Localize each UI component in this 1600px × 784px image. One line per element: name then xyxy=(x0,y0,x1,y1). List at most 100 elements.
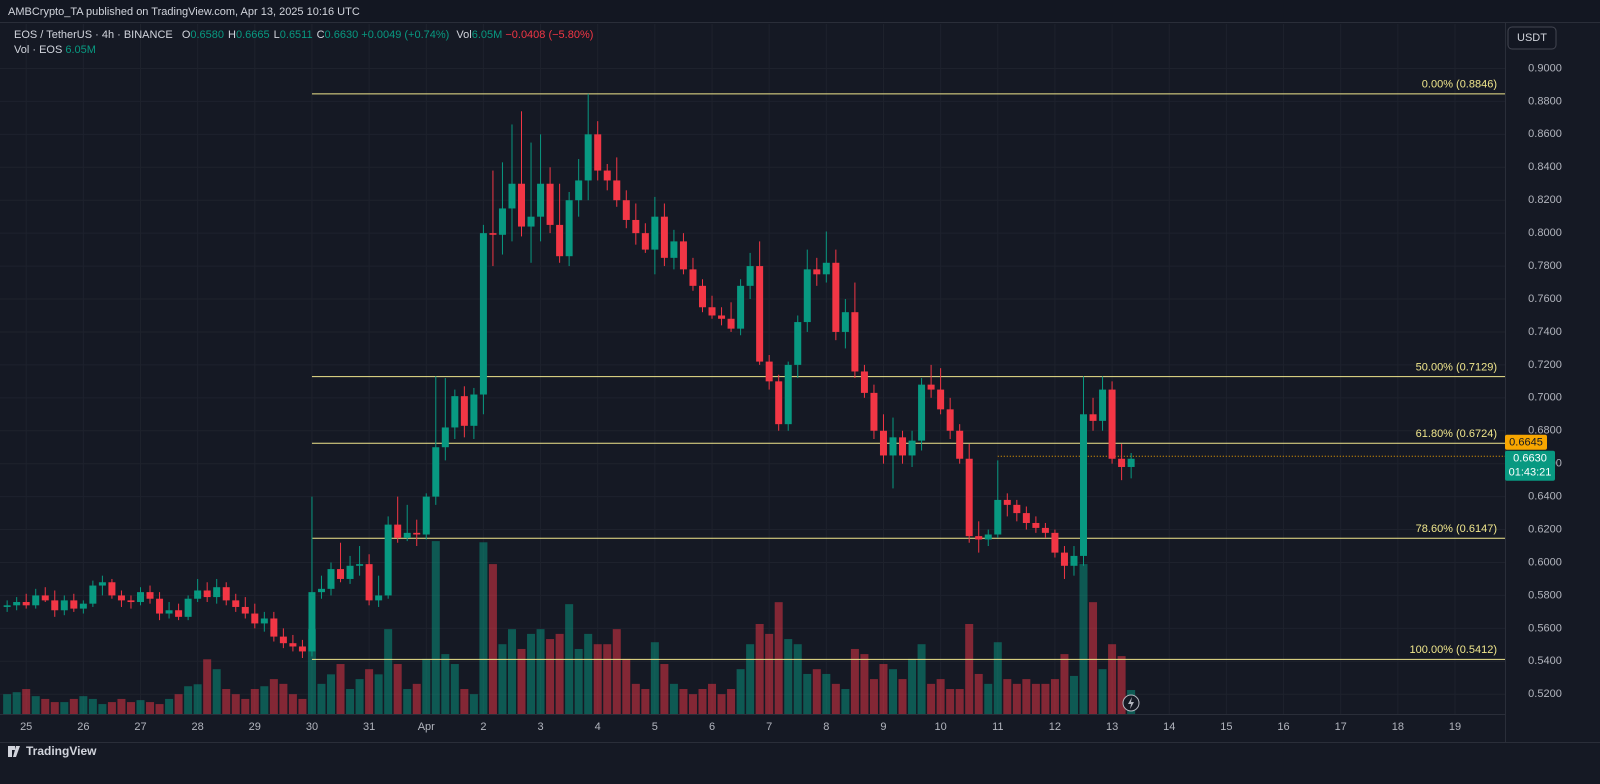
candle-body xyxy=(518,183,526,227)
x-tick-label: 11 xyxy=(992,721,1003,733)
volume-bar xyxy=(384,629,393,714)
candle-body xyxy=(165,610,173,614)
candle-body xyxy=(222,587,230,601)
candle-body xyxy=(1003,499,1011,505)
volume-bar xyxy=(803,673,812,714)
y-tick-label: 0.5200 xyxy=(1528,688,1562,700)
candle-body xyxy=(1127,458,1135,467)
volume-bar xyxy=(365,669,374,714)
vol-row-key: Vol · EOS xyxy=(14,44,63,56)
volume-bar xyxy=(784,639,793,714)
candle-body xyxy=(441,427,449,448)
volume-bar xyxy=(126,702,135,714)
last-price-tag xyxy=(1505,450,1555,481)
candle-body xyxy=(337,569,345,579)
volume-bar xyxy=(793,644,802,714)
candle-body xyxy=(927,384,935,390)
x-tick-label: 9 xyxy=(880,721,886,733)
candle-body xyxy=(670,241,678,258)
candle-body xyxy=(375,595,383,601)
candle-body xyxy=(965,458,973,537)
y-tick-label: 0.7800 xyxy=(1528,260,1562,272)
candle-body xyxy=(203,590,211,598)
volume-bar xyxy=(1079,564,1088,714)
x-tick-label: 31 xyxy=(363,721,375,733)
ohlc-key: C xyxy=(316,29,325,41)
volume-bar xyxy=(165,698,174,714)
x-tick-label: 28 xyxy=(192,721,204,733)
volume-bar xyxy=(498,644,507,714)
fib-label: 78.60% (0.6147) xyxy=(1416,523,1497,535)
ohlc-value: 0.6665 xyxy=(235,29,270,41)
volume-bar xyxy=(98,704,107,714)
volume-bar xyxy=(812,669,821,714)
volume-bar xyxy=(993,642,1002,714)
volume-bar xyxy=(374,674,383,714)
volume-bar xyxy=(1003,679,1012,714)
volume-bar xyxy=(441,654,450,714)
candle-body xyxy=(479,233,487,395)
volume-bar xyxy=(688,694,697,714)
volume-bar xyxy=(460,689,469,714)
volume-bar xyxy=(660,664,669,714)
candle-body xyxy=(879,430,887,456)
volume-bar xyxy=(1022,679,1031,714)
candle-body xyxy=(289,643,297,647)
volume-bar xyxy=(269,679,278,714)
candle-body xyxy=(1060,552,1068,566)
y-tick-label: 0.8200 xyxy=(1528,194,1562,206)
x-tick-label: 7 xyxy=(766,721,772,733)
candle-body xyxy=(527,216,535,227)
volume-bar xyxy=(1069,675,1078,714)
volume-bar xyxy=(527,633,536,714)
volume-bar xyxy=(917,644,926,714)
candle-body xyxy=(79,603,87,609)
volume-bar xyxy=(898,679,907,714)
volume-bar xyxy=(298,698,307,714)
y-tick-label: 0.7200 xyxy=(1528,359,1562,371)
volume-bar xyxy=(41,698,50,714)
volume-bar xyxy=(355,679,364,714)
y-tick-label: 0.8600 xyxy=(1528,128,1562,140)
candle-body xyxy=(41,595,49,601)
price-tag-label: 0.6645 xyxy=(1509,437,1543,449)
candle-body xyxy=(327,569,335,589)
volume-bar xyxy=(250,689,259,714)
candle-body xyxy=(660,216,668,258)
volume-bar xyxy=(146,702,155,714)
logo-icon xyxy=(8,746,20,757)
candle-body xyxy=(308,592,316,652)
candle-body xyxy=(975,536,983,540)
volume-bar xyxy=(307,629,316,714)
candle-body xyxy=(584,134,592,181)
candle-body xyxy=(784,364,792,425)
candle-body xyxy=(241,606,249,614)
volume-bar xyxy=(431,541,440,714)
candle-body xyxy=(1099,389,1107,421)
x-tick-label: 15 xyxy=(1220,721,1232,733)
y-tick-label: 0.9000 xyxy=(1528,62,1562,74)
candle-body xyxy=(946,409,954,431)
candle-body xyxy=(70,600,78,609)
x-tick-label: 17 xyxy=(1335,721,1347,733)
candle-body xyxy=(679,241,687,270)
volume-bar xyxy=(193,684,202,714)
candle-body xyxy=(632,219,640,234)
candle-body xyxy=(346,565,354,579)
top-bar xyxy=(0,0,1600,22)
candle-body xyxy=(156,598,164,614)
candle-body xyxy=(470,394,478,426)
candle-body xyxy=(889,437,897,456)
volume-bar xyxy=(450,664,459,714)
volume-bar xyxy=(22,689,31,714)
volume-bar xyxy=(974,673,983,714)
candle-body xyxy=(60,600,68,611)
vol-row-value: 6.05M xyxy=(65,44,96,56)
volume-bar xyxy=(231,694,240,714)
x-tick-label: 30 xyxy=(306,721,318,733)
candle-body xyxy=(260,618,268,624)
currency-button[interactable] xyxy=(1507,26,1557,50)
volume-bar xyxy=(12,692,21,714)
candle-body xyxy=(3,605,11,607)
currency[interactable]: USDT xyxy=(1517,32,1547,44)
